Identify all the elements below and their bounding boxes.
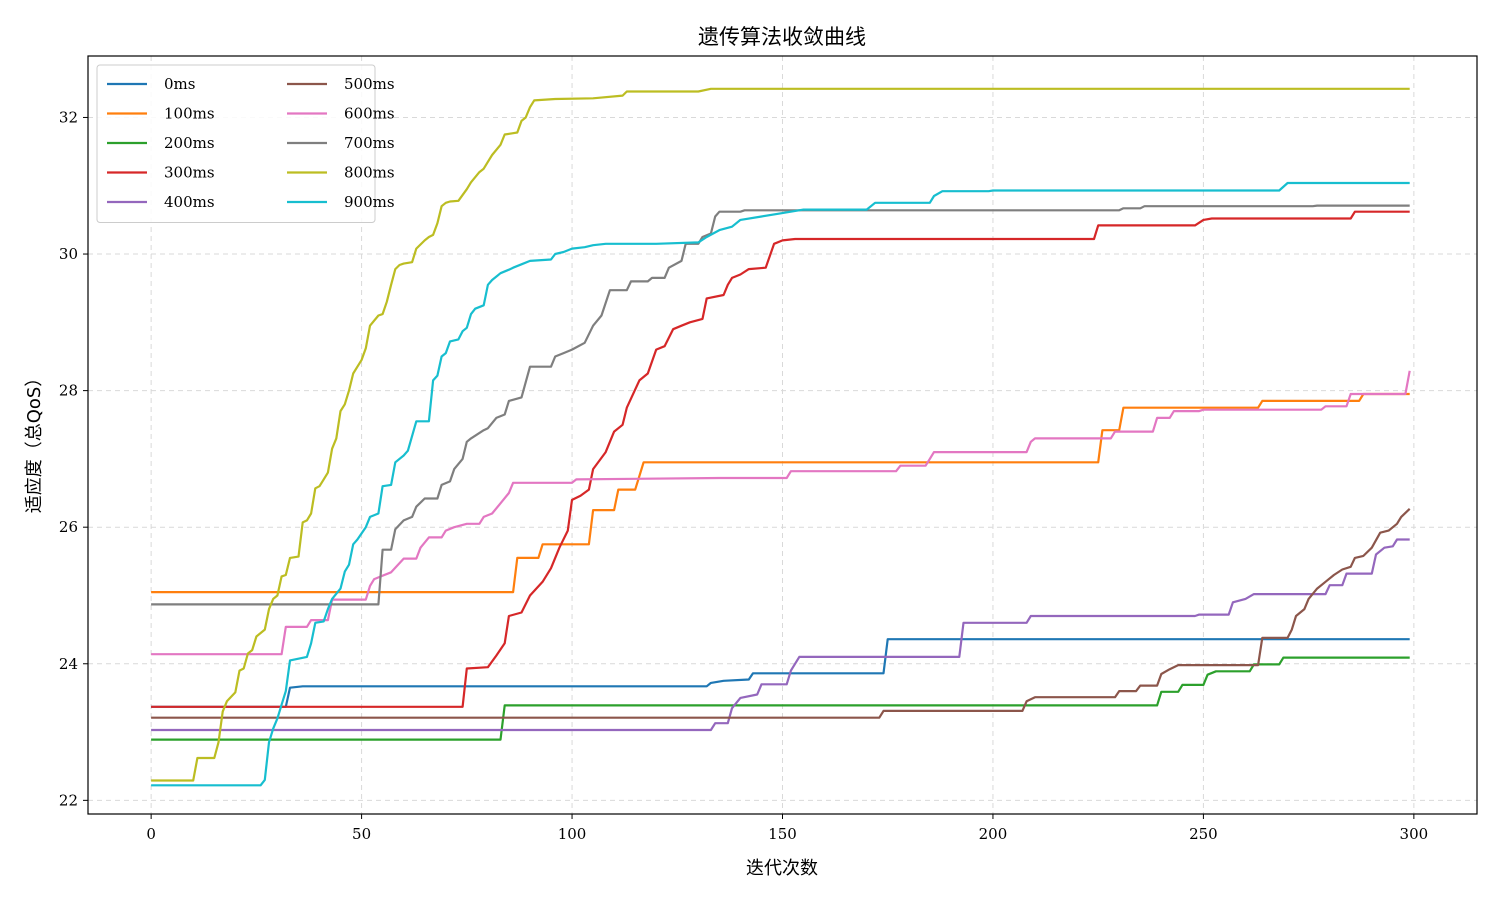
x-tick-label: 150	[768, 825, 797, 843]
legend: 0ms 100ms 200ms 300ms 400ms 500ms 600ms 700ms 80…	[96, 64, 395, 223]
series-line-200ms	[151, 656, 1410, 741]
legend-label: 500ms	[344, 75, 395, 93]
x-tick-label: 250	[1189, 825, 1218, 843]
series-line-400ms	[151, 538, 1410, 732]
series-line-700ms	[151, 204, 1410, 606]
legend-label: 900ms	[344, 193, 395, 211]
legend-box	[96, 64, 376, 223]
chart-title: 遗传算法收敛曲线	[698, 25, 866, 49]
series-line-100ms	[151, 392, 1410, 594]
x-tick-label: 50	[352, 825, 371, 843]
series-line-300ms	[151, 210, 1410, 708]
legend-label: 0ms	[164, 75, 195, 93]
legend-label: 700ms	[344, 134, 395, 152]
legend-label: 300ms	[164, 164, 215, 182]
y-tick-label: 24	[59, 655, 78, 673]
series-line-600ms	[151, 370, 1411, 656]
series-line-0ms	[151, 638, 1410, 708]
y-tick-label: 30	[59, 245, 78, 263]
y-tick-label: 22	[59, 791, 78, 809]
legend-label: 200ms	[164, 134, 215, 152]
series-line-800ms	[151, 87, 1410, 782]
series-line-500ms	[151, 508, 1411, 719]
x-tick-label: 200	[979, 825, 1008, 843]
axis-ticks: 0 50 100 150 200 250 300 22 24 26 28 30 32	[59, 108, 1428, 843]
y-tick-label: 28	[59, 382, 78, 400]
legend-label: 800ms	[344, 164, 395, 182]
y-tick-label: 32	[59, 108, 78, 126]
legend-label: 600ms	[344, 105, 395, 123]
y-tick-label: 26	[59, 518, 78, 536]
x-tick-label: 300	[1400, 825, 1429, 843]
x-axis-label: 迭代次数	[746, 858, 818, 879]
series-lines	[151, 87, 1411, 787]
y-axis-label: 适应度（总QoS）	[24, 369, 45, 514]
grid-lines	[88, 56, 1477, 814]
legend-label: 400ms	[164, 193, 215, 211]
series-line-900ms	[151, 181, 1410, 787]
legend-label: 100ms	[164, 105, 215, 123]
x-tick-label: 100	[558, 825, 587, 843]
x-tick-label: 0	[146, 825, 156, 843]
